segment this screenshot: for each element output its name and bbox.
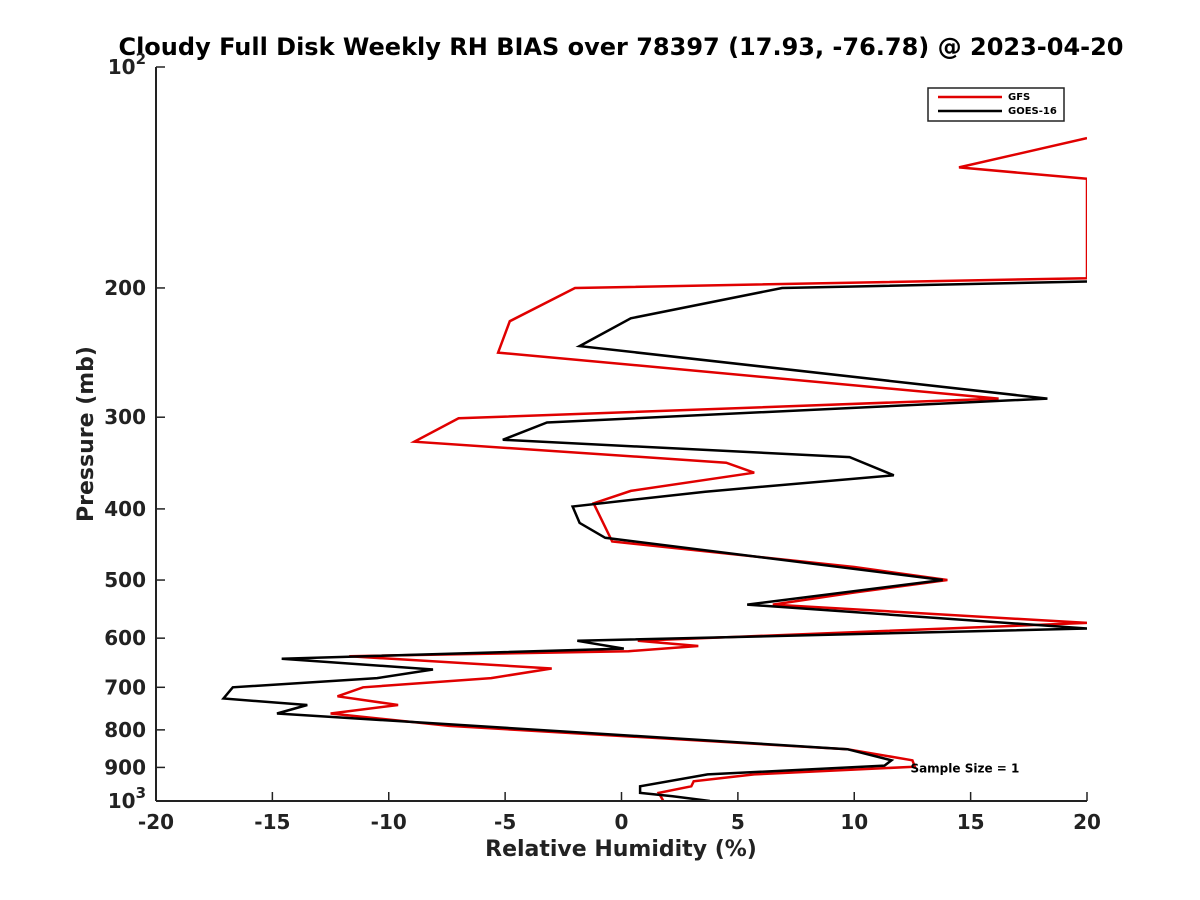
x-tick-label: 10 [840,810,868,834]
x-ticks: -20 -15 -10 -5 0 5 10 15 20 [138,792,1101,834]
y-ticks: 102 200 300 400 500 600 700 800 900 103 [104,50,165,813]
legend-box [927,87,1065,122]
y-tick-label: 300 [104,405,146,429]
legend-label-goes16: GOES-16 [1008,106,1057,117]
series-line-goes16 [220,280,1087,801]
y-tick-label: 400 [104,497,146,521]
y-tick-label: 103 [108,784,146,813]
y-tick-label: 700 [104,675,146,699]
x-tick-label: 15 [957,810,985,834]
x-tick-label: -5 [494,810,516,834]
chart-title: Cloudy Full Disk Weekly RH BIAS over 783… [118,33,1123,61]
y-tick-label: 900 [104,755,146,779]
y-axis-label: Pressure (mb) [74,346,99,522]
x-tick-label: 5 [731,810,745,834]
y-tick-label: 102 [108,50,146,79]
series-line-gfs [330,136,1087,801]
x-tick-label: -10 [371,810,407,834]
y-tick-label: 200 [104,276,146,300]
y-tick-label: 800 [104,718,146,742]
x-tick-label: -20 [138,810,174,834]
x-tick-label: 20 [1073,810,1101,834]
x-tick-label: -15 [254,810,290,834]
x-tick-label: 0 [615,810,629,834]
legend-label-gfs: GFS [1008,92,1030,103]
legend: GFS GOES-16 [927,87,1065,122]
x-axis-label: Relative Humidity (%) [485,837,757,862]
y-tick-label: 600 [104,626,146,650]
plot-lines [220,136,1087,801]
axes [155,67,1087,802]
y-tick-label: 500 [104,568,146,592]
sample-size-annotation: Sample Size = 1 [910,761,1019,775]
